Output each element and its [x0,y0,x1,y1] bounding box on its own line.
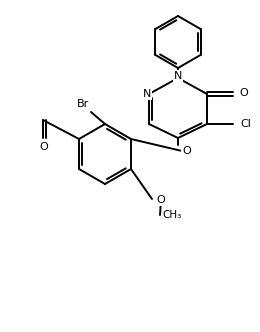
Text: O: O [239,88,248,98]
Text: Br: Br [77,99,89,109]
Text: O: O [182,146,191,156]
Text: O: O [156,195,165,205]
Text: N: N [143,89,151,99]
Text: Cl: Cl [240,119,251,129]
Text: CH₃: CH₃ [162,210,181,220]
Text: O: O [40,142,48,152]
Text: N: N [174,71,182,81]
